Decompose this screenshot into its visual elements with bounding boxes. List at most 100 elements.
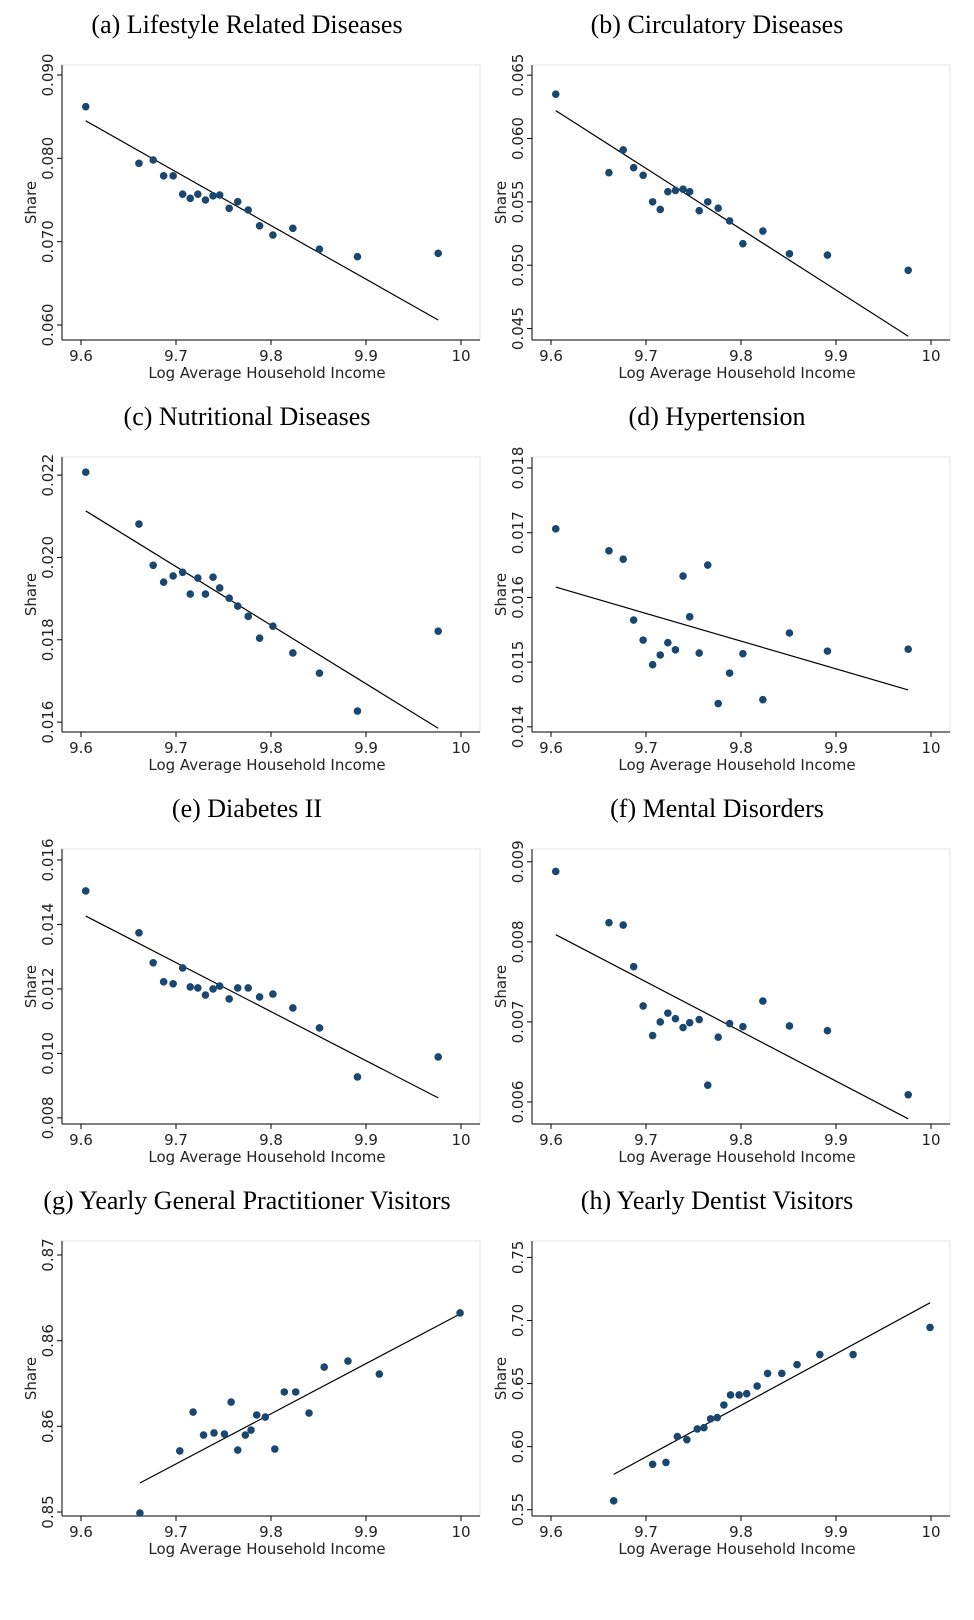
data-point — [664, 1009, 672, 1017]
data-point — [778, 1369, 786, 1378]
x-tick-label: 9.9 — [824, 347, 848, 365]
data-point — [186, 983, 195, 991]
data-point — [201, 590, 210, 598]
y-axis-label: Share — [492, 965, 510, 1008]
y-tick-label: 0.87 — [39, 1238, 57, 1271]
data-point — [739, 649, 747, 658]
data-point — [823, 1026, 832, 1035]
data-point — [169, 172, 177, 180]
data-point — [194, 190, 202, 198]
x-tick-label: 9.9 — [354, 1131, 378, 1149]
data-point — [671, 646, 680, 654]
y-tick-label: 0.006 — [509, 1081, 527, 1124]
data-point — [714, 699, 722, 708]
y-tick-label: 0.080 — [39, 137, 57, 180]
y-tick-label: 0.012 — [39, 967, 57, 1010]
x-tick-label: 9.8 — [729, 1523, 753, 1541]
data-point — [703, 198, 712, 206]
data-point — [726, 1391, 735, 1399]
data-point — [135, 520, 143, 528]
y-tick-label: 0.86 — [39, 1324, 57, 1357]
data-point — [176, 1447, 184, 1455]
fit-line — [555, 586, 909, 691]
data-point — [178, 964, 187, 972]
data-point — [849, 1350, 857, 1359]
x-tick-label: 9.7 — [634, 1523, 658, 1541]
x-tick-label: 9.8 — [259, 1523, 283, 1541]
y-axis-label: Share — [492, 181, 510, 224]
y-tick-label: 0.014 — [509, 705, 527, 748]
data-point — [926, 1323, 934, 1332]
data-point — [664, 187, 672, 196]
panel-title: (h) Yearly Dentist Visitors — [581, 1186, 853, 1215]
data-point — [742, 1389, 751, 1398]
data-point — [269, 622, 277, 630]
x-tick-label: 9.7 — [164, 739, 188, 757]
x-tick-label: 9.6 — [539, 347, 563, 365]
fit-line — [85, 915, 439, 1099]
data-point — [210, 1429, 218, 1437]
data-point — [671, 1014, 680, 1023]
data-point — [679, 185, 687, 193]
data-point — [685, 1018, 694, 1027]
data-point — [656, 1018, 665, 1026]
data-point — [648, 198, 657, 206]
x-tick-label: 9.8 — [729, 347, 753, 365]
data-point — [619, 555, 627, 564]
x-tick-label: 9.6 — [69, 1523, 93, 1541]
data-point — [739, 1022, 747, 1031]
x-tick-label: 9.9 — [354, 1523, 378, 1541]
data-point — [434, 1053, 443, 1061]
data-point — [159, 578, 168, 586]
data-point — [289, 224, 297, 233]
data-point — [656, 205, 665, 214]
data-point — [648, 1460, 657, 1469]
data-point — [648, 1031, 657, 1040]
data-point — [244, 984, 252, 992]
x-tick-label: 10 — [921, 739, 940, 757]
data-point — [81, 468, 90, 477]
y-axis-label: Share — [22, 573, 40, 616]
data-point — [695, 649, 703, 657]
data-point — [233, 602, 242, 610]
data-point — [149, 959, 157, 967]
data-point — [186, 590, 195, 598]
x-axis-label: Log Average Household Income — [618, 1148, 855, 1166]
y-axis-label: Share — [492, 1357, 510, 1400]
data-point — [456, 1309, 464, 1317]
data-point — [619, 146, 627, 154]
data-point — [178, 568, 187, 577]
y-tick-label: 0.70 — [509, 1304, 527, 1337]
y-tick-label: 0.016 — [39, 701, 57, 744]
x-tick-label: 9.7 — [634, 347, 658, 365]
data-point — [159, 978, 168, 986]
plot-frame — [61, 456, 481, 733]
data-point — [679, 572, 687, 580]
data-point — [209, 985, 217, 993]
data-point — [247, 1426, 255, 1434]
data-point — [725, 217, 734, 225]
data-point — [706, 1415, 715, 1423]
plot-frame — [61, 64, 481, 341]
fit-line — [85, 510, 439, 729]
y-tick-label: 0.009 — [509, 840, 527, 883]
data-point — [605, 547, 613, 555]
y-tick-label: 0.017 — [509, 511, 527, 554]
y-tick-label: 0.85 — [39, 1495, 57, 1528]
data-point — [169, 979, 177, 988]
x-tick-label: 9.8 — [259, 347, 283, 365]
data-point — [225, 594, 233, 603]
fit-line — [613, 1302, 931, 1475]
data-point — [648, 660, 657, 669]
data-point — [725, 669, 734, 677]
y-tick-label: 0.008 — [39, 1096, 57, 1139]
x-tick-label: 9.8 — [259, 1131, 283, 1149]
data-point — [619, 921, 627, 929]
x-tick-label: 9.9 — [824, 739, 848, 757]
data-point — [241, 1431, 250, 1439]
x-axis-label: Log Average Household Income — [618, 364, 855, 382]
y-tick-label: 0.060 — [509, 117, 527, 160]
data-point — [215, 982, 224, 990]
data-point — [269, 231, 277, 239]
